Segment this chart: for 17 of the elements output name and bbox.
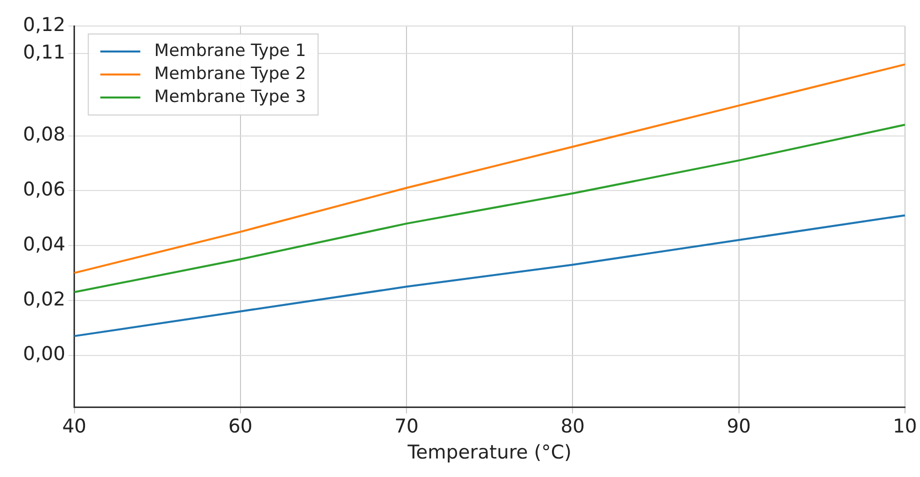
y-tick-label: 0,06: [22, 178, 66, 201]
y-tick-label: 0,04: [22, 233, 66, 256]
x-tick-label: 40: [62, 416, 86, 438]
y-tick-label: 0,02: [22, 288, 66, 310]
legend-label: Membrane Type 3: [154, 86, 306, 107]
legend-label: Membrane Type 2: [154, 64, 306, 84]
x-tick-label: 80: [560, 416, 585, 438]
y-tick-label: 0,00: [22, 343, 66, 366]
x-tick-label: 10: [892, 416, 918, 438]
x-axis-title: Temperature (°C): [406, 442, 572, 464]
x-tick-label: 90: [726, 416, 751, 438]
x-tick-label: 60: [228, 416, 253, 438]
y-tick-label: 0,12: [22, 14, 66, 36]
legend-label: Membrane Type 1: [154, 40, 306, 61]
y-tick-label: 0,08: [22, 124, 66, 146]
y-tick-label: 0,11: [22, 41, 66, 64]
x-tick-label: 70: [394, 416, 419, 438]
